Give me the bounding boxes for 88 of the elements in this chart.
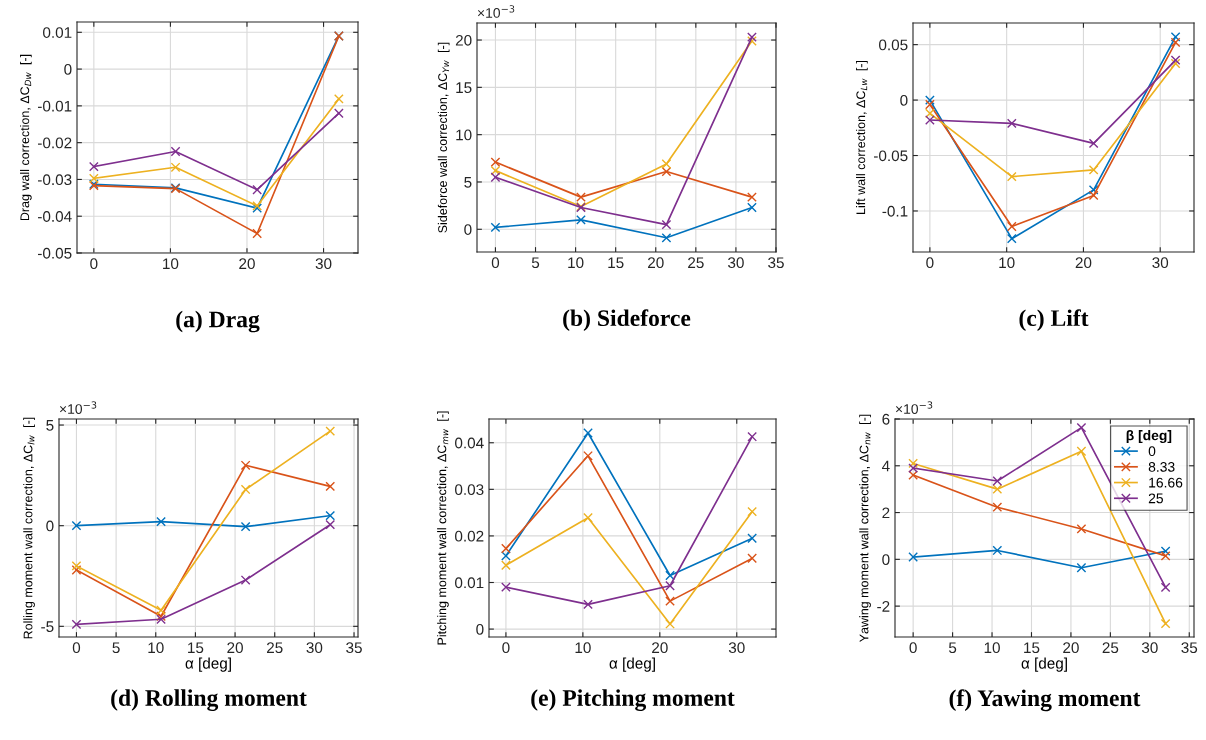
y-axis-title: Rolling moment wall correction, ΔC$_{lw}$ [-] [23, 417, 35, 639]
x-tick-label: 30 [315, 258, 332, 270]
x-axis-title: α [deg] [185, 657, 231, 672]
x-axis-title: α [deg] [609, 657, 655, 672]
text: (f) Yawing moment [949, 689, 1141, 712]
x-tick-label: 0 [926, 257, 934, 269]
text: (b) Sideforce [563, 309, 691, 331]
x-tick-label: 35 [1181, 642, 1198, 654]
y-axis-title: Sideforce wall correction, ΔC$_{Yw}$ [-] [437, 42, 450, 233]
y-axis-title: Yawing moment wall correction, ΔC$_{nw}$ [-] [859, 414, 871, 643]
y-tick-label: 0.02 [455, 530, 484, 542]
text: ×10$^{−3}$ [895, 401, 933, 414]
y-tick-label: -0.01 [38, 100, 72, 112]
x-tick-label: 30 [728, 642, 745, 654]
x-tick-label: 0 [502, 642, 510, 654]
text: (d) Rolling moment [111, 689, 307, 711]
x-tick-label: 0 [72, 642, 81, 654]
y-tick-label: 0 [46, 520, 54, 532]
y-axis-title: Lift wall correction, ΔC$_{Lw}$ [-] [856, 60, 868, 214]
y-tick-label: -0.1 [882, 205, 908, 217]
y-tick-label: -0.02 [38, 137, 72, 149]
x-tick-label: 10 [575, 642, 591, 654]
y-tick-label: 0 [900, 94, 908, 106]
x-tick-label: 20 [652, 642, 668, 654]
x-tick-label: 0 [909, 642, 917, 654]
y-tick-label: 10 [456, 129, 472, 141]
x-tick-label: 5 [948, 642, 957, 654]
x-tick-label: 0 [90, 258, 98, 270]
x-tick-label: 15 [188, 642, 204, 654]
x-tick-label: 25 [1102, 642, 1119, 654]
text: (c) Lift [1019, 309, 1089, 331]
x-tick-label: 10 [148, 642, 164, 654]
y-tick-label: 2 [882, 507, 890, 519]
x-tick-label: 20 [227, 642, 243, 654]
x-tick-label: 5 [531, 257, 540, 269]
legend-label: 25 [1148, 493, 1163, 504]
text: ×10$^{−3}$ [59, 401, 97, 414]
y-tick-label: 6 [882, 413, 890, 425]
x-tick-label: 20 [648, 257, 664, 269]
y-tick-label: 0.04 [455, 437, 484, 449]
y-axis-title: Pitching moment wall correction, ΔC$_{mw}$ [-] [437, 411, 449, 645]
y-tick-label: 0.01 [455, 577, 484, 589]
y-tick-label: -0.05 [38, 247, 72, 259]
x-tick-label: 10 [999, 257, 1015, 269]
y-axis-title: Drag wall correction, ΔC$_{Dw}$ [-] [20, 54, 32, 221]
x-tick-label: 20 [239, 258, 255, 270]
y-tick-label: 0 [64, 63, 72, 75]
x-tick-label: 10 [984, 642, 1000, 654]
x-tick-label: 10 [568, 257, 584, 269]
y-tick-label: -0.03 [38, 174, 72, 186]
x-tick-label: 0 [491, 257, 500, 269]
text: (e) Pitching moment [531, 689, 735, 711]
y-tick-label: -0.04 [38, 211, 72, 222]
x-tick-label: 30 [1141, 642, 1158, 654]
legend-label: 16.66 [1149, 477, 1183, 488]
x-tick-label: 5 [112, 642, 120, 654]
y-tick-label: 20 [455, 34, 472, 46]
legend-label: 0 [1148, 446, 1156, 457]
x-tick-label: 30 [306, 642, 323, 654]
y-tick-label: 15 [456, 82, 472, 94]
text: ×10$^{−3}$ [477, 5, 515, 18]
y-tick-label: 4 [881, 460, 890, 472]
x-tick-label: 30 [1152, 257, 1169, 269]
y-tick-label: -0.05 [874, 150, 908, 162]
legend-title: β [deg] [1126, 430, 1172, 444]
x-tick-label: 35 [768, 257, 784, 269]
y-tick-label: 5 [464, 177, 472, 188]
y-tick-label: 0 [882, 554, 890, 566]
y-tick-label: 0.01 [43, 27, 72, 38]
x-tick-label: 35 [346, 642, 362, 654]
x-tick-label: 25 [267, 642, 283, 654]
x-tick-label: 25 [688, 257, 704, 269]
legend-label: 8.33 [1148, 461, 1175, 472]
x-tick-label: 20 [1075, 257, 1092, 269]
x-tick-label: 30 [728, 257, 744, 269]
y-tick-label: 0 [464, 224, 472, 235]
y-tick-label: 0.03 [455, 484, 484, 496]
x-tick-label: 15 [608, 257, 624, 269]
y-tick-label: 0 [476, 623, 484, 635]
x-tick-label: 15 [1024, 642, 1040, 654]
y-tick-label: -5 [41, 621, 54, 633]
text: (a) Drag [176, 310, 260, 333]
y-tick-label: 0.05 [879, 39, 908, 51]
y-tick-label: 5 [46, 420, 54, 431]
y-tick-label: -2 [877, 600, 890, 612]
x-tick-label: 20 [1063, 642, 1079, 654]
x-axis-title: α [deg] [1021, 657, 1067, 672]
x-tick-label: 10 [163, 258, 179, 270]
